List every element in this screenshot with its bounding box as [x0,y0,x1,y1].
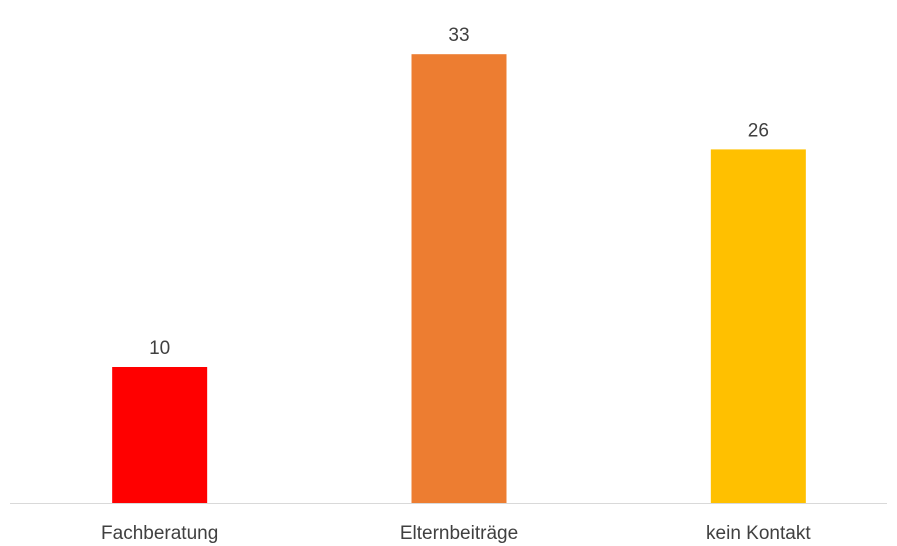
bar-fachberatung [112,367,208,503]
data-label-kein-kontakt: 26 [748,120,769,141]
tick-labels-group: Fachberatung Elternbeiträge kein Kontakt [101,523,811,544]
x-tick-label-elternbeitr-ge: Elternbeiträge [400,523,518,544]
data-label-elternbeitr-ge: 33 [448,25,469,46]
bar-kein-kontakt [710,149,806,503]
bar-elternbeitr-ge [411,54,507,503]
value-labels-group: 10 33 26 [149,25,769,359]
data-label-fachberatung: 10 [149,338,170,359]
bars-group [112,54,806,503]
x-tick-label-fachberatung: Fachberatung [101,523,218,544]
x-tick-label-kein-kontakt: kein Kontakt [706,523,811,544]
